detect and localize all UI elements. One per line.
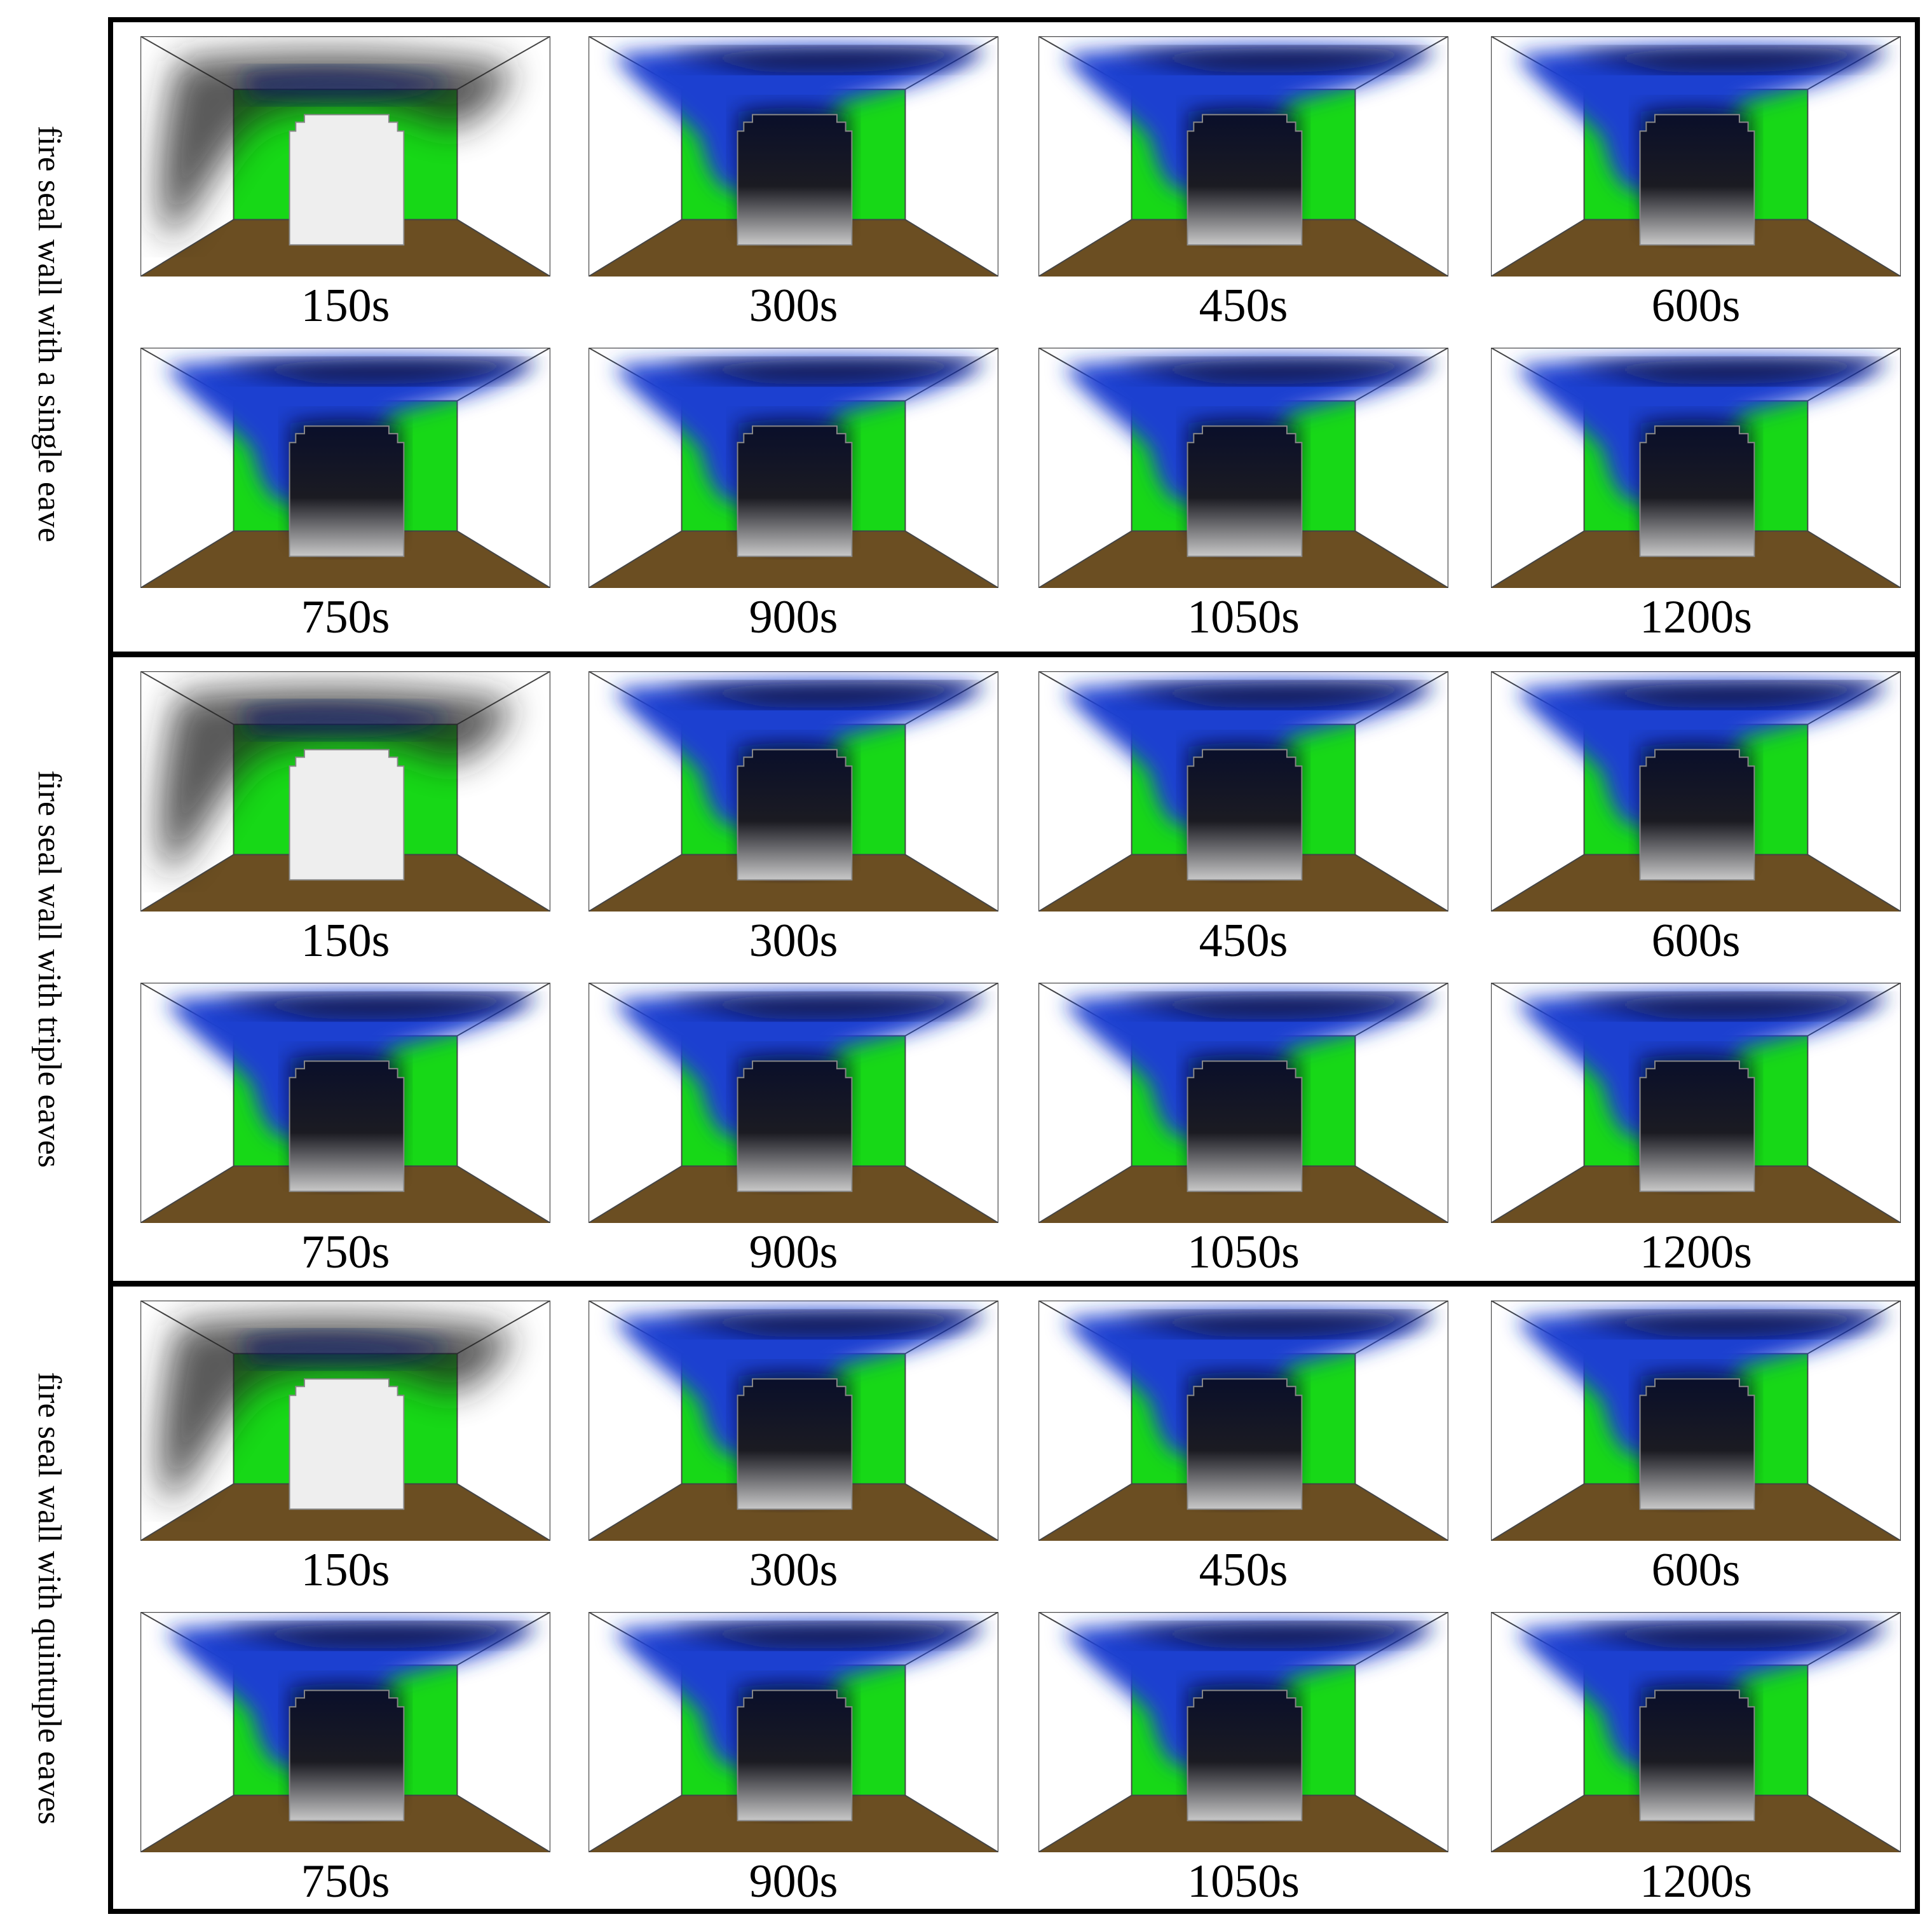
time-label: 750s bbox=[301, 591, 390, 643]
simulation-image bbox=[140, 671, 550, 912]
panel: 150s bbox=[140, 671, 550, 976]
simulation-image bbox=[1491, 983, 1901, 1223]
simulation-image bbox=[140, 36, 550, 277]
simulation-image bbox=[1038, 1612, 1448, 1852]
panel: 450s bbox=[1038, 671, 1448, 976]
simulation-image bbox=[1038, 983, 1448, 1223]
simulation-image bbox=[140, 1301, 550, 1541]
panel: 600s bbox=[1491, 36, 1901, 341]
panel: 750s bbox=[140, 983, 550, 1288]
time-label: 1200s bbox=[1640, 1855, 1752, 1908]
time-label: 600s bbox=[1651, 280, 1741, 332]
simulation-image bbox=[1038, 671, 1448, 912]
time-label: 900s bbox=[749, 591, 838, 643]
time-label: 750s bbox=[301, 1855, 390, 1908]
panel: 1050s bbox=[1038, 983, 1448, 1288]
simulation-image bbox=[1491, 1301, 1901, 1541]
time-label: 900s bbox=[749, 1226, 838, 1278]
panel: 1200s bbox=[1491, 1612, 1901, 1917]
time-label: 450s bbox=[1199, 1544, 1288, 1596]
simulation-image bbox=[1491, 671, 1901, 912]
panel: 300s bbox=[588, 36, 998, 341]
time-label: 300s bbox=[749, 1544, 838, 1596]
panel: 900s bbox=[588, 983, 998, 1288]
simulation-image bbox=[1038, 1301, 1448, 1541]
time-label: 750s bbox=[301, 1226, 390, 1278]
simulation-image bbox=[1038, 36, 1448, 277]
time-label: 1050s bbox=[1187, 1226, 1300, 1278]
group-label: fire seal wall with triple eaves bbox=[31, 770, 68, 1168]
simulation-image bbox=[588, 983, 998, 1223]
figure-frame: fire seal wall with a single eave 150s 300… bbox=[32, 17, 1920, 1914]
time-label: 150s bbox=[301, 280, 390, 332]
panel-group: fire seal wall with triple eaves 150s 300s… bbox=[32, 652, 1915, 1281]
simulation-image bbox=[140, 1612, 550, 1852]
time-label: 600s bbox=[1651, 1544, 1741, 1596]
group-label: fire seal wall with quintuple eaves bbox=[31, 1372, 68, 1825]
time-label: 1050s bbox=[1187, 591, 1300, 643]
panel: 600s bbox=[1491, 1301, 1901, 1606]
simulation-image bbox=[1491, 36, 1901, 277]
time-label: 450s bbox=[1199, 915, 1288, 967]
simulation-image bbox=[1038, 348, 1448, 588]
time-label: 900s bbox=[749, 1855, 838, 1908]
simulation-image bbox=[588, 671, 998, 912]
time-label: 150s bbox=[301, 1544, 390, 1596]
panel: 750s bbox=[140, 1612, 550, 1917]
simulation-image bbox=[588, 348, 998, 588]
time-label: 600s bbox=[1651, 915, 1741, 967]
time-label: 1200s bbox=[1640, 1226, 1752, 1278]
panel: 450s bbox=[1038, 1301, 1448, 1606]
time-label: 300s bbox=[749, 280, 838, 332]
simulation-image bbox=[140, 983, 550, 1223]
panel: 750s bbox=[140, 348, 550, 653]
panel-group: fire seal wall with a single eave 150s 300… bbox=[32, 22, 1915, 646]
group-label: fire seal wall with a single eave bbox=[31, 125, 68, 543]
panel: 300s bbox=[588, 1301, 998, 1606]
panel: 1050s bbox=[1038, 348, 1448, 653]
time-label: 150s bbox=[301, 915, 390, 967]
panel: 900s bbox=[588, 348, 998, 653]
panel: 300s bbox=[588, 671, 998, 976]
simulation-image bbox=[1491, 1612, 1901, 1852]
time-label: 1200s bbox=[1640, 591, 1752, 643]
panel-group: fire seal wall with quintuple eaves 150s 3… bbox=[32, 1281, 1915, 1910]
simulation-image bbox=[588, 1612, 998, 1852]
simulation-image bbox=[1491, 348, 1901, 588]
time-label: 450s bbox=[1199, 280, 1288, 332]
panel: 150s bbox=[140, 36, 550, 341]
panel: 600s bbox=[1491, 671, 1901, 976]
panel: 1050s bbox=[1038, 1612, 1448, 1917]
panel: 150s bbox=[140, 1301, 550, 1606]
simulation-image bbox=[588, 36, 998, 277]
panel: 450s bbox=[1038, 36, 1448, 341]
simulation-image bbox=[140, 348, 550, 588]
panel: 900s bbox=[588, 1612, 998, 1917]
panel: 1200s bbox=[1491, 348, 1901, 653]
simulation-image bbox=[588, 1301, 998, 1541]
panel: 1200s bbox=[1491, 983, 1901, 1288]
time-label: 300s bbox=[749, 915, 838, 967]
time-label: 1050s bbox=[1187, 1855, 1300, 1908]
